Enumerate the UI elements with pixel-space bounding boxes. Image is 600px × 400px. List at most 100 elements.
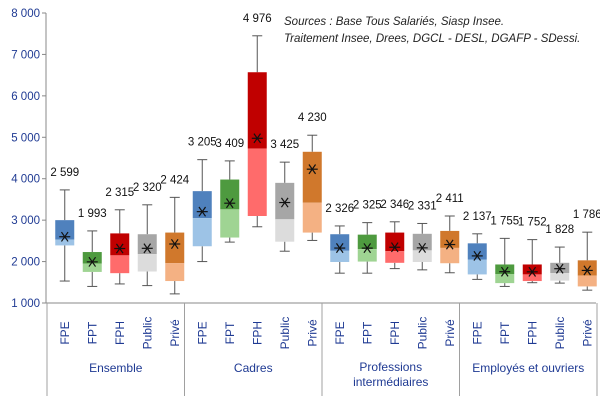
- y-tick-label: 1 000: [11, 298, 40, 310]
- box-lower-fpe: [55, 239, 75, 246]
- mean-marker: [306, 164, 318, 175]
- mean-marker: [279, 197, 291, 208]
- category-label: FPT: [85, 321, 99, 344]
- box-upper-fph: [385, 232, 405, 252]
- mean-marker: [444, 239, 456, 250]
- mean-marker: [526, 266, 538, 277]
- mean-value-label: 2 331: [408, 200, 437, 212]
- box-lower-public: [412, 250, 432, 262]
- box-upper-privé: [440, 230, 460, 248]
- box-upper-fph: [110, 233, 130, 256]
- box-lower-fpe: [467, 259, 487, 275]
- mean-marker: [224, 198, 236, 209]
- mean-value-label: 3 425: [270, 139, 299, 151]
- category-label: Public: [140, 317, 154, 350]
- category-label: FPT: [498, 321, 512, 344]
- y-tick-label: 8 000: [11, 8, 40, 20]
- box-lower-fpt: [82, 263, 102, 272]
- category-label: FPH: [388, 321, 402, 345]
- box-upper-fpe: [330, 234, 350, 251]
- mean-marker: [416, 242, 428, 253]
- mean-value-label: 1 786: [573, 209, 600, 221]
- mean-marker-stroke: [225, 198, 234, 209]
- box-lower-fph: [385, 251, 405, 263]
- mean-marker: [471, 250, 483, 261]
- box-lower-fpe: [192, 218, 212, 247]
- mean-value-label: 2 326: [325, 203, 354, 215]
- box-upper-fpe: [55, 220, 75, 240]
- mean-marker-stroke: [363, 243, 372, 254]
- mean-marker-stroke: [253, 133, 262, 144]
- mean-marker-stroke: [60, 231, 69, 242]
- mean-marker-stroke: [390, 242, 399, 253]
- mean-marker-stroke: [198, 206, 207, 217]
- box-lower-fpe: [330, 250, 350, 262]
- mean-value-label: 4 230: [298, 112, 327, 124]
- category-label: FPT: [360, 321, 374, 344]
- box-upper-fpt: [495, 264, 515, 274]
- y-tick-label: 4 000: [11, 174, 40, 186]
- mean-marker: [499, 266, 511, 277]
- source-note-line-2: Traitement Insee, Drees, DGCL - DESL, DG…: [284, 33, 581, 45]
- box-upper-fph: [522, 264, 542, 275]
- mean-marker-stroke: [335, 243, 344, 254]
- mean-marker: [196, 206, 208, 217]
- category-label: FPE: [470, 321, 484, 344]
- box-upper-public: [412, 233, 432, 251]
- mean-marker-stroke: [528, 266, 537, 277]
- mean-marker: [361, 243, 373, 254]
- box-upper-fph: [247, 72, 267, 149]
- category-label: Privé: [305, 319, 319, 347]
- y-tick-label: 6 000: [11, 91, 40, 103]
- box-upper-fpe: [192, 191, 212, 219]
- mean-marker-stroke: [280, 197, 289, 208]
- box-lower-public: [137, 254, 157, 272]
- mean-marker: [59, 231, 71, 242]
- mean-value-label: 2 424: [160, 174, 189, 186]
- category-label: FPH: [525, 321, 539, 345]
- mean-marker: [389, 242, 401, 253]
- mean-marker: [554, 263, 566, 274]
- y-tick-label: 3 000: [11, 215, 40, 227]
- group-label: Cadres: [234, 361, 273, 375]
- mean-value-label: 3 205: [188, 137, 217, 149]
- category-label: FPH: [250, 321, 264, 345]
- category-label: Public: [278, 317, 292, 350]
- mean-marker-stroke: [500, 266, 509, 277]
- mean-marker: [86, 256, 98, 267]
- box-upper-privé: [165, 232, 185, 264]
- box-lower-public: [275, 219, 295, 242]
- box-lower-fph: [110, 255, 130, 274]
- source-note: Sources : Base Tous Salariés, Siasp Inse…: [284, 14, 596, 48]
- box-lower-fph: [247, 148, 267, 216]
- mean-value-label: 4 976: [243, 13, 272, 25]
- mean-value-label: 2 411: [436, 193, 464, 205]
- mean-value-label: 1 752: [518, 217, 547, 229]
- category-label: FPH: [113, 321, 127, 345]
- mean-marker-stroke: [583, 265, 592, 276]
- mean-value-label: 2 320: [133, 182, 162, 194]
- box-upper-fpe: [467, 243, 487, 260]
- mean-marker-stroke: [170, 238, 179, 250]
- y-tick-label: 5 000: [11, 132, 40, 144]
- mean-marker: [251, 133, 263, 144]
- mean-marker-stroke: [115, 243, 124, 254]
- box-lower-privé: [302, 202, 322, 233]
- box-upper-privé: [302, 151, 322, 203]
- mean-value-label: 1 828: [545, 224, 574, 236]
- mean-value-label: 1 993: [78, 208, 107, 220]
- category-label: Public: [553, 317, 567, 350]
- mean-value-label: 2 315: [105, 187, 134, 199]
- chart-labels: Ensemble 2 599 FPE 1 993 FPT 2 315 FPH 2 320 Pub…: [50, 13, 600, 389]
- box-lower-fpt: [357, 249, 377, 262]
- mean-marker: [114, 243, 126, 254]
- box-lower-privé: [577, 275, 597, 287]
- mean-marker-stroke: [308, 164, 317, 175]
- category-label: Public: [415, 317, 429, 350]
- mean-value-label: 2 599: [50, 167, 79, 179]
- mean-marker-stroke: [445, 239, 454, 250]
- box-upper-privé: [577, 260, 597, 276]
- box-lower-fpt: [495, 274, 515, 284]
- mean-marker: [334, 243, 346, 254]
